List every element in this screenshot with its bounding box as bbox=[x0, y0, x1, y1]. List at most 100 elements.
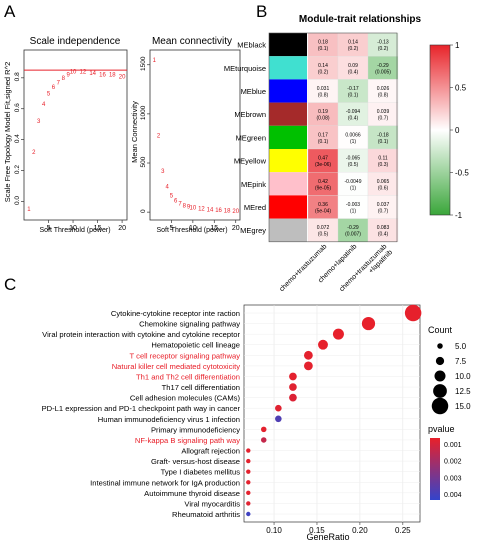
term-dot bbox=[246, 511, 251, 517]
y-tick-label: 1500 bbox=[140, 56, 147, 71]
count-legend-dot bbox=[435, 356, 445, 366]
x-tick-label: 0.10 bbox=[266, 526, 282, 535]
data-point-label: 20 bbox=[119, 74, 126, 80]
module-color-swatch bbox=[269, 218, 307, 242]
plot-frame bbox=[23, 49, 128, 221]
x-tick-label: 10 bbox=[189, 225, 197, 232]
term-dot bbox=[246, 469, 251, 474]
data-point-label: 8 bbox=[62, 76, 66, 82]
module-color-swatch bbox=[269, 33, 307, 57]
term-dot bbox=[361, 316, 376, 331]
term-dot bbox=[246, 490, 251, 496]
heatmap-value: 0.0066 bbox=[345, 132, 361, 138]
heatmap-pvalue: (1) bbox=[350, 209, 356, 215]
heatmap-value: -0.17 bbox=[347, 86, 359, 92]
term-dot bbox=[404, 304, 422, 322]
heatmap-value: -0.094 bbox=[346, 109, 360, 115]
data-point-label: 6 bbox=[174, 198, 178, 204]
count-legend-label: 5.0 bbox=[455, 342, 467, 351]
scale-independence-xlabel: Soft Threshold (power) bbox=[39, 227, 110, 234]
data-point-label: 18 bbox=[224, 209, 231, 215]
heatmap-value: -0.003 bbox=[346, 202, 360, 208]
term-label: Type I diabetes mellitus bbox=[161, 468, 241, 477]
data-point-label: 7 bbox=[178, 201, 182, 207]
y-tick-label: 0.8 bbox=[14, 72, 21, 81]
term-dot bbox=[289, 393, 297, 402]
heatmap-value: 0.19 bbox=[318, 109, 328, 115]
term-label: Autoimmune thyroid disease bbox=[144, 489, 240, 498]
colorbar-tick-label: -0.5 bbox=[455, 169, 469, 178]
heatmap-value: -0.18 bbox=[377, 132, 389, 138]
count-legend-dot bbox=[431, 397, 449, 415]
module-label: MEpink bbox=[241, 180, 266, 189]
heatmap-value: -0.065 bbox=[346, 156, 360, 162]
data-point-label: 18 bbox=[109, 73, 116, 79]
term-dot bbox=[246, 480, 251, 485]
term-label: Primary immunodeficiency bbox=[151, 425, 240, 434]
module-color-swatch bbox=[269, 102, 307, 126]
heatmap-value: 0.14 bbox=[318, 63, 328, 69]
module-label: MEgrey bbox=[240, 226, 266, 235]
heatmap-pvalue: (0.7) bbox=[378, 116, 389, 122]
data-point-label: 14 bbox=[89, 71, 96, 77]
term-label: Rheumatoid arthritis bbox=[172, 510, 240, 519]
pvalue-tick-label: 0.002 bbox=[444, 459, 462, 466]
heatmap-value: 0.17 bbox=[318, 132, 328, 138]
module-label: MEyellow bbox=[234, 157, 267, 166]
heatmap-pvalue: (0.4) bbox=[348, 69, 359, 75]
heatmap-frame bbox=[268, 32, 398, 243]
count-legend-label: 7.5 bbox=[455, 357, 467, 366]
heatmap-value: 0.36 bbox=[318, 202, 328, 208]
heatmap-pvalue: (0.007) bbox=[345, 232, 361, 238]
data-point-label: 7 bbox=[57, 80, 61, 86]
heatmap-value: 0.083 bbox=[377, 225, 390, 231]
heatmap-pvalue: (0.7) bbox=[378, 209, 389, 215]
term-dot bbox=[303, 361, 313, 371]
module-label: MEbrown bbox=[234, 110, 266, 119]
pvalue-tick-label: 0.004 bbox=[444, 492, 462, 499]
heatmap-pvalue: (3e-06) bbox=[315, 162, 331, 168]
data-point-label: 12 bbox=[198, 207, 205, 213]
heatmap-pvalue: (0.08) bbox=[316, 116, 329, 122]
x-tick-label: 0.25 bbox=[395, 526, 411, 535]
heatmap-pvalue: (9e-05) bbox=[315, 185, 331, 191]
heatmap-pvalue: (1) bbox=[350, 139, 356, 145]
term-label: Human immunodeficiency virus 1 infection bbox=[98, 415, 240, 424]
module-color-swatch bbox=[269, 172, 307, 196]
y-tick-label: 0.4 bbox=[14, 134, 21, 143]
count-legend-dot bbox=[434, 370, 446, 382]
mean-connectivity-title: Mean connectivity bbox=[152, 36, 232, 47]
heatmap-value: 0.031 bbox=[317, 86, 330, 92]
heatmap-value: 0.47 bbox=[318, 156, 328, 162]
data-point-label: 20 bbox=[232, 209, 239, 215]
term-dot bbox=[246, 458, 251, 464]
module-trait-heatmap: MEblack 0.18(0.1)0.14(0.2)-0.13(0.2)MEtur… bbox=[224, 32, 469, 293]
module-trait-title: Module-trait relationships bbox=[299, 14, 422, 25]
kegg-dotplot: 0.10 0.15 0.20 0.25 Cytokine-cytokine recept… bbox=[42, 304, 471, 535]
count-legend-title: Count bbox=[428, 325, 453, 335]
heatmap-value: 0.039 bbox=[377, 109, 390, 115]
heatmap-pvalue: (0.2) bbox=[378, 46, 389, 52]
heatmap-value: 0.18 bbox=[318, 40, 328, 46]
mean-connectivity-xlabel: Soft Threshold (power) bbox=[156, 227, 227, 234]
heatmap-value: 0.14 bbox=[348, 40, 358, 46]
pvalue-colorbar bbox=[430, 438, 440, 500]
term-label: Graft- versus-host disease bbox=[151, 457, 240, 466]
term-dot bbox=[318, 339, 328, 350]
term-label: Th1 and Th2 cell differentiation bbox=[136, 372, 240, 381]
colorbar-tick-label: 1 bbox=[455, 41, 460, 50]
term-dot bbox=[246, 501, 251, 506]
term-label: Cell adhesion molecules (CAMs) bbox=[130, 394, 241, 403]
colorbar-tick-label: 0.5 bbox=[455, 84, 467, 93]
panel-b-label: B bbox=[256, 2, 267, 21]
term-dot bbox=[332, 328, 344, 340]
heatmap-pvalue: (0.1) bbox=[318, 46, 329, 52]
data-point-label: 2 bbox=[32, 150, 36, 156]
y-tick-label: 0.6 bbox=[14, 103, 21, 112]
term-dot bbox=[303, 350, 313, 360]
plot-frame bbox=[149, 49, 241, 221]
term-label: Viral protein interaction with cytokine … bbox=[42, 330, 240, 339]
module-label: MEblack bbox=[237, 41, 266, 50]
